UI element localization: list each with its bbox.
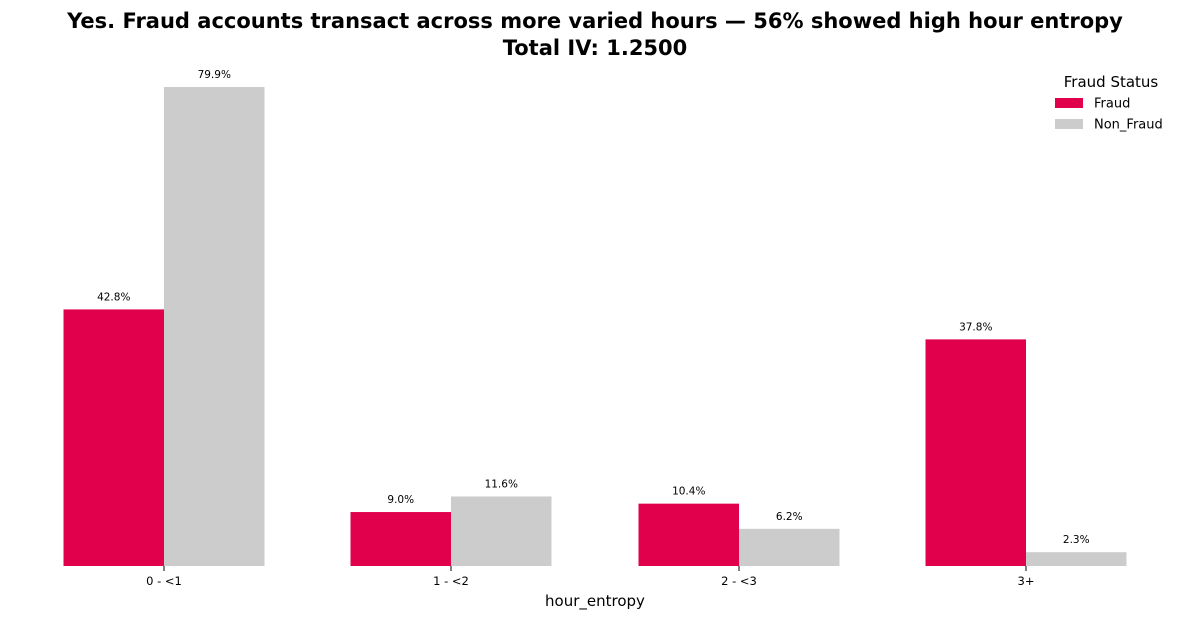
data-label-fraud-3: 37.8% [959,321,992,333]
x-axis-label: hour_entropy [545,592,645,611]
x-axis-ticks: 0 - <1 1 - <2 2 - <3 3+ [146,566,1034,588]
x-tick-label-0: 0 - <1 [146,574,182,588]
bar-non-fraud-2 [739,528,840,566]
data-label-non-fraud-3: 2.3% [1063,534,1090,546]
data-label-non-fraud-0: 79.9% [198,69,231,81]
data-labels-layer: 42.8% 79.9% 9.0% 11.6% 10.4% 6.2% 37.8% 2.3% [97,69,1090,546]
chart-title: Yes. Fraud accounts transact across more… [66,9,1123,33]
bar-fraud-1 [350,512,451,566]
legend: Fraud Status Fraud Non_Fraud [1055,73,1163,133]
data-label-fraud-1: 9.0% [387,494,414,506]
bar-fraud-3 [925,339,1026,566]
legend-label-fraud: Fraud [1094,97,1130,112]
bar-non-fraud-1 [451,496,552,566]
data-label-non-fraud-1: 11.6% [485,478,518,490]
bars-layer [63,87,1127,566]
bar-non-fraud-3 [1026,552,1127,566]
bar-fraud-0 [63,309,164,566]
data-label-non-fraud-2: 6.2% [776,511,803,523]
chart-subtitle: Total IV: 1.2500 [503,36,688,60]
x-tick-label-2: 2 - <3 [721,574,757,588]
legend-label-non-fraud: Non_Fraud [1094,118,1163,133]
bar-fraud-2 [638,503,739,566]
legend-title: Fraud Status [1064,73,1159,91]
data-label-fraud-0: 42.8% [97,291,130,303]
legend-swatch-non-fraud [1055,119,1083,129]
bar-non-fraud-0 [164,87,265,566]
x-tick-label-3: 3+ [1018,574,1035,588]
data-label-fraud-2: 10.4% [672,486,705,498]
legend-items: Fraud Non_Fraud [1055,97,1163,133]
x-tick-label-1: 1 - <2 [433,574,469,588]
legend-swatch-fraud [1055,98,1083,108]
